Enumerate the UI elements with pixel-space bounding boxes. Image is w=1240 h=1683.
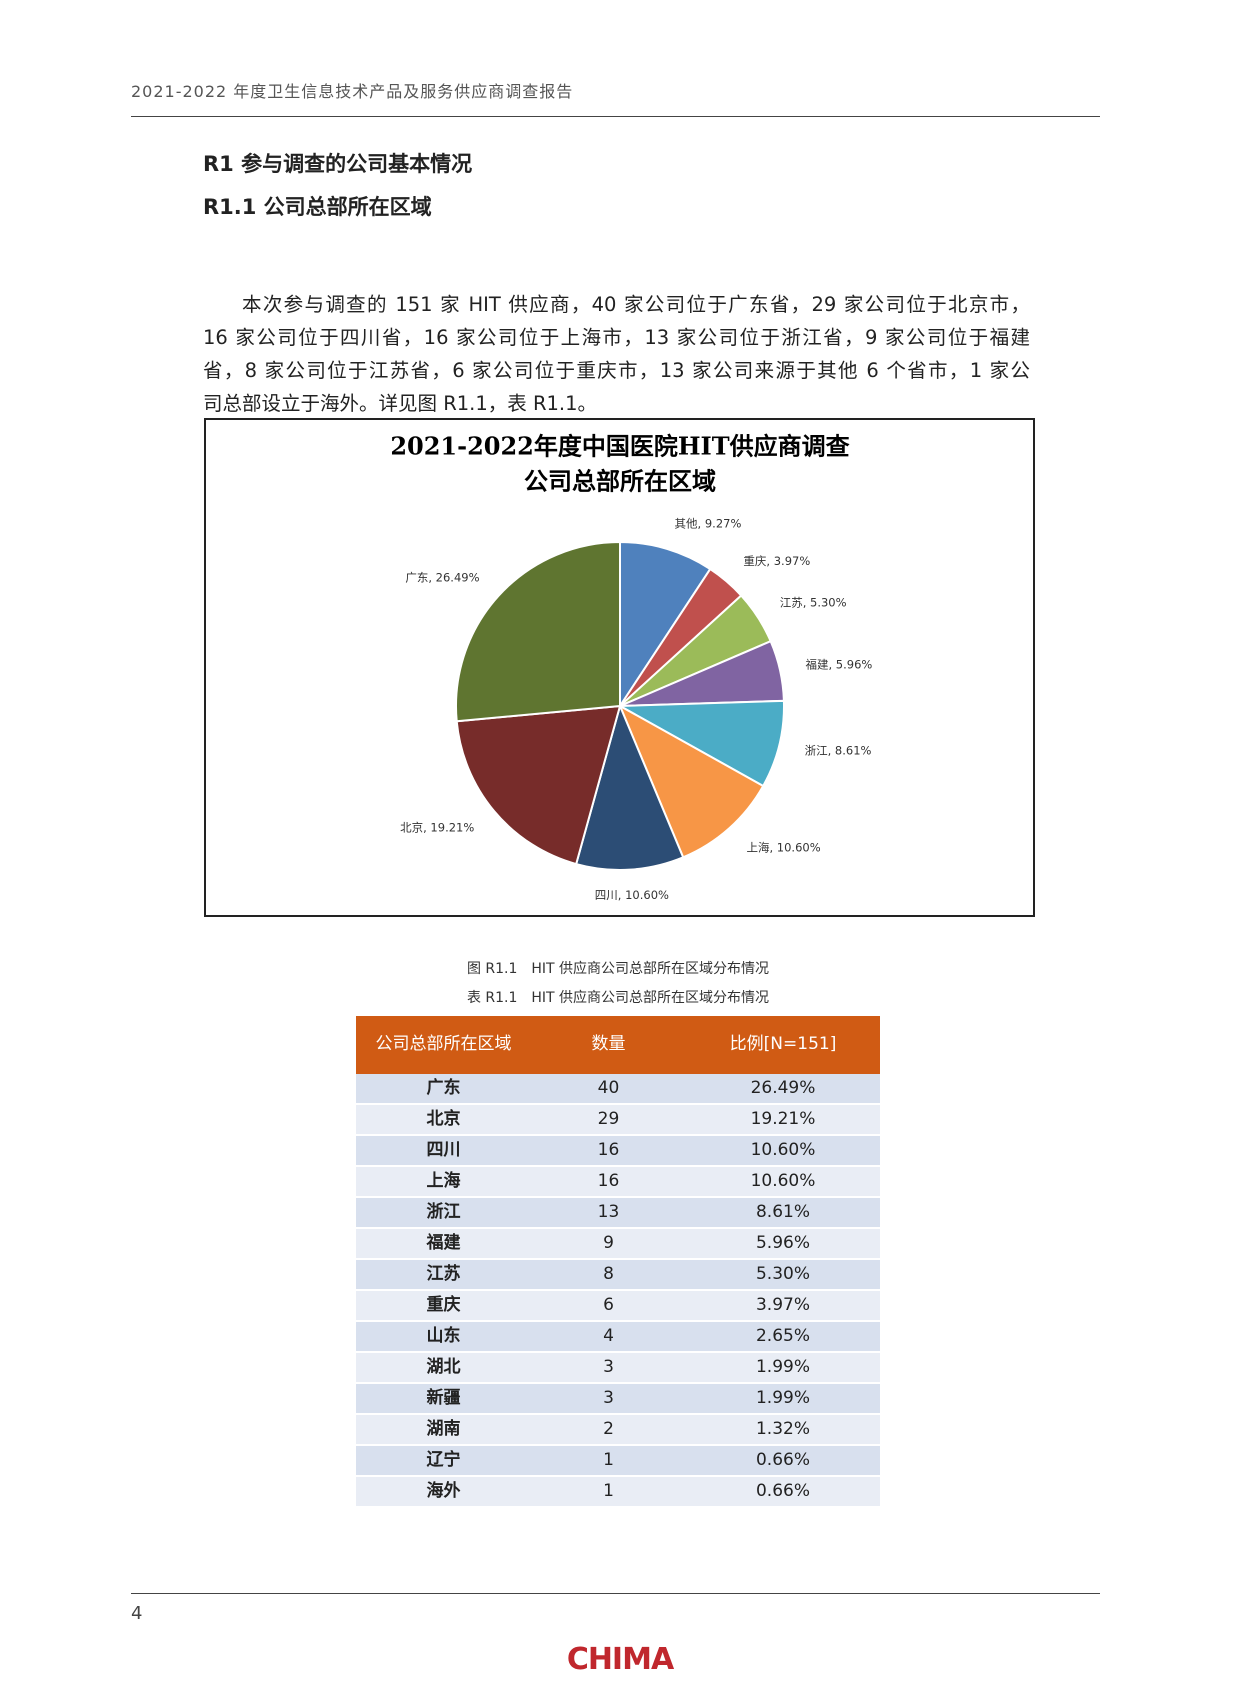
- table-cell: 新疆: [426, 1388, 461, 1408]
- table-row: [356, 1074, 880, 1103]
- column-header: 公司总部所在区域: [375, 1034, 512, 1054]
- table-cell: 1: [603, 1450, 614, 1470]
- pie-slice: [619, 540, 712, 710]
- table-row: [356, 1477, 880, 1506]
- table-cell: 0.66%: [755, 1481, 810, 1501]
- pie-slice: [574, 702, 685, 871]
- table-cell: 10.60%: [750, 1171, 816, 1191]
- table-row: [356, 1167, 880, 1196]
- logo: CHIMA: [566, 1642, 674, 1677]
- table-cell: 3.97%: [755, 1295, 810, 1315]
- table-cell: 3: [603, 1357, 614, 1377]
- data-label: 上海, 10.60%: [746, 840, 820, 854]
- table-caption: 表 R1.1 HIT 供应商公司总部所在区域分布情况: [466, 990, 770, 1006]
- table-row: [356, 1136, 880, 1165]
- table-cell: 2: [603, 1419, 614, 1439]
- table-row: [356, 1446, 880, 1475]
- table-cell: 8.61%: [755, 1202, 810, 1222]
- table-cell: 13: [597, 1202, 620, 1222]
- column-header: 比例[N=151]: [729, 1034, 837, 1054]
- table-cell: 江苏: [426, 1264, 461, 1284]
- table-cell: 山东: [426, 1326, 461, 1346]
- table-cell: 上海: [426, 1171, 461, 1191]
- data-label: 四川, 10.60%: [595, 888, 669, 902]
- table-cell: 10.60%: [750, 1140, 816, 1160]
- table-cell: 海外: [426, 1481, 461, 1501]
- paragraph-line: 本次参与调查的 151 家 HIT 供应商，40 家公司位于广东省，29 家公司…: [242, 293, 1030, 316]
- data-label: 北京, 19.21%: [400, 820, 474, 834]
- table-cell: 0.66%: [755, 1450, 810, 1470]
- table-cell: 29: [597, 1109, 620, 1129]
- paragraph-line: 司总部设立于海外。详见图 R1.1，表 R1.1。: [203, 392, 598, 415]
- chart: 2021-2022年度中国医院HIT供应商调查 公司总部所在区域 其他, 9.2…: [204, 418, 1035, 917]
- data-label: 江苏, 5.30%: [780, 596, 847, 610]
- data-label: 广东, 26.49%: [405, 571, 479, 585]
- table-cell: 8: [603, 1264, 614, 1284]
- table-row: [356, 1415, 880, 1444]
- table-cell: 4: [603, 1326, 614, 1346]
- table-row: [356, 1105, 880, 1134]
- table: 公司总部所在区域 数量 比例[N=151] 广东 40 26.49% 北京 29 19.21% 四…: [356, 1016, 880, 1512]
- table-row: [356, 1353, 880, 1382]
- data-label: 福建, 5.96%: [805, 657, 872, 671]
- table-cell: 5.96%: [755, 1233, 810, 1253]
- table-row: [356, 1322, 880, 1351]
- column-header: 数量: [591, 1034, 626, 1054]
- chart-subtitle: 公司总部所在区域: [524, 467, 716, 496]
- table-cell: 26.49%: [750, 1078, 816, 1098]
- table-row: [356, 1198, 880, 1227]
- table-cell: 19.21%: [750, 1109, 816, 1129]
- pie-slice: [616, 699, 785, 788]
- table-cell: 9: [603, 1233, 614, 1253]
- data-label: 重庆, 3.97%: [743, 554, 810, 568]
- table-cell: 1.99%: [755, 1357, 810, 1377]
- table-cell: 1: [603, 1481, 614, 1501]
- table-cell: 福建: [426, 1233, 461, 1253]
- table-cell: 1.32%: [755, 1419, 810, 1439]
- table-header-bg: [356, 1016, 880, 1074]
- table-cell: 湖南: [426, 1419, 461, 1439]
- page-number: 4: [131, 1603, 143, 1624]
- table-cell: 四川: [426, 1140, 461, 1160]
- table-row: [356, 1229, 880, 1258]
- table-row: [356, 1384, 880, 1413]
- paragraph-line: 省，8 家公司位于江苏省，6 家公司位于重庆市，13 家公司来源于其他 6 个省…: [203, 359, 1030, 382]
- table-cell: 16: [597, 1140, 620, 1160]
- table-row: [356, 1260, 880, 1289]
- table-cell: 3: [603, 1388, 614, 1408]
- chart-title: 2021-2022年度中国医院HIT供应商调查: [390, 432, 849, 461]
- table-cell: 6: [603, 1295, 614, 1315]
- data-label: 其他, 9.27%: [675, 516, 742, 530]
- running-header: 2021-2022 年度卫生信息技术产品及服务供应商调查报告: [131, 82, 574, 101]
- data-label: 浙江, 8.61%: [805, 743, 872, 757]
- table-cell: 40: [597, 1078, 620, 1098]
- table-cell: 广东: [426, 1078, 461, 1098]
- table-cell: 重庆: [426, 1295, 461, 1315]
- pie-slice: [455, 704, 622, 866]
- subsection-heading: R1.1 公司总部所在区域: [203, 195, 432, 219]
- header-rule: [131, 116, 1100, 117]
- table-cell: 16: [597, 1171, 620, 1191]
- table-cell: 1.99%: [755, 1388, 810, 1408]
- section-heading: R1 参与调查的公司基本情况: [203, 152, 473, 176]
- table-cell: 5.30%: [755, 1264, 810, 1284]
- table-cell: 浙江: [426, 1202, 461, 1222]
- table-cell: 2.65%: [755, 1326, 810, 1346]
- paragraph-line: 16 家公司位于四川省，16 家公司位于上海市，13 家公司位于浙江省，9 家公…: [203, 326, 1030, 349]
- pie-slice: [617, 703, 765, 859]
- table-cell: 湖北: [426, 1357, 461, 1377]
- table-row: [356, 1291, 880, 1320]
- figure-caption: 图 R1.1 HIT 供应商公司总部所在区域分布情况: [466, 961, 770, 977]
- table-cell: 辽宁: [426, 1450, 461, 1470]
- footer-rule: [131, 1593, 1100, 1594]
- pie-slice: [455, 540, 621, 723]
- table-cell: 北京: [426, 1109, 461, 1129]
